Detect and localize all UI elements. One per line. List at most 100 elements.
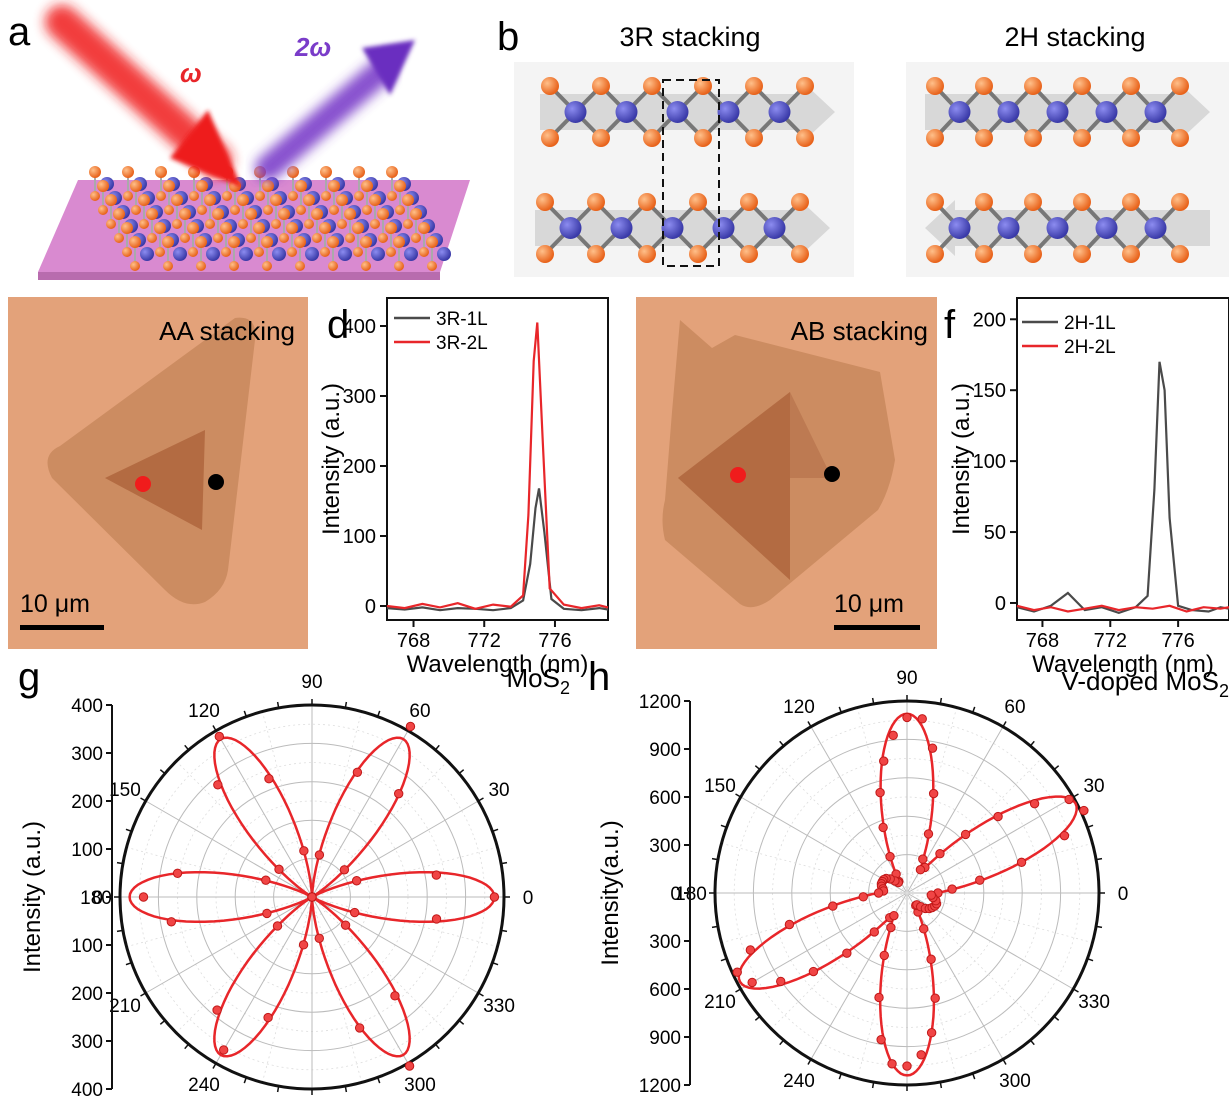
sulfur-atom xyxy=(212,208,224,220)
sulfur-atom xyxy=(426,236,438,248)
sulfur-atom xyxy=(592,129,610,147)
y-axis-label: Intensity (a.u.) xyxy=(318,383,345,535)
molybdenum-atom xyxy=(717,101,740,123)
sulfur-atom xyxy=(427,261,437,271)
sulfur-atom xyxy=(295,180,307,192)
monolayer-marker xyxy=(208,474,224,490)
scale-bar-e xyxy=(834,625,920,630)
sulfur-atom xyxy=(138,194,150,206)
sulfur-atom xyxy=(237,194,249,206)
data-point xyxy=(993,811,1003,822)
angle-tick xyxy=(807,1058,812,1065)
data-point xyxy=(869,927,879,937)
sulfur-atom xyxy=(1171,129,1189,147)
sulfur-atom xyxy=(362,205,372,215)
data-point xyxy=(902,1061,912,1071)
molybdenum-atom xyxy=(305,247,319,261)
molybdenum-atom xyxy=(997,217,1020,239)
x-axis-label: Wavelength (nm) xyxy=(407,651,589,678)
data-point xyxy=(1059,830,1070,841)
angle-label: 0 xyxy=(1118,884,1129,905)
data-point xyxy=(916,1050,926,1060)
angle-label: 240 xyxy=(783,1071,815,1092)
sulfur-atom xyxy=(394,180,406,192)
bilayer-region xyxy=(105,430,205,530)
radial-tick-label: 300 xyxy=(71,1032,103,1053)
stacking-lattices xyxy=(535,77,1210,263)
grid-spoke xyxy=(740,892,908,990)
sulfur-atom xyxy=(172,219,182,229)
sulfur-atom xyxy=(312,233,322,243)
grid-spoke xyxy=(906,796,1074,894)
molybdenum-atom xyxy=(768,101,791,123)
data-point xyxy=(876,1034,886,1045)
panel-letter-f: f xyxy=(944,303,956,347)
angle-tick xyxy=(1087,824,1094,829)
sulfur-atom xyxy=(155,247,165,257)
sulfur-atom xyxy=(319,222,331,234)
grid-spoke xyxy=(145,896,313,994)
sulfur-atom xyxy=(131,205,141,215)
sulfur-atom xyxy=(114,233,124,243)
two-omega-label: 2ω xyxy=(294,32,331,62)
sulfur-atom xyxy=(1024,129,1042,147)
sulfur-atom xyxy=(694,77,712,95)
sulfur-atom xyxy=(541,129,559,147)
angle-tick xyxy=(807,721,812,728)
sulfur-atom xyxy=(1171,77,1189,95)
sulfur-atom xyxy=(329,205,339,215)
data-point xyxy=(272,921,283,931)
grid-spoke xyxy=(311,896,479,994)
data-point xyxy=(1064,794,1074,805)
series-line-2H-1L xyxy=(1016,361,1229,615)
angle-tick xyxy=(1072,793,1079,798)
sulfur-atom xyxy=(745,129,763,147)
sulfur-atom xyxy=(304,219,314,229)
data-point xyxy=(299,846,309,856)
sulfur-atom xyxy=(147,233,157,243)
series-line-2H-2L xyxy=(1016,604,1229,613)
sulfur-atom xyxy=(1024,245,1042,263)
angle-tick xyxy=(711,857,719,861)
angle-label: 240 xyxy=(188,1075,220,1096)
radial-tick-label: 300 xyxy=(71,744,103,765)
data-point xyxy=(166,917,177,927)
sulfur-atom xyxy=(1073,245,1091,263)
panel-c-optical-image: AA stacking 10 μm xyxy=(8,297,308,649)
molybdenum-atom xyxy=(564,101,587,123)
data-point xyxy=(918,854,928,864)
y-tick-label: 0 xyxy=(365,596,376,618)
sulfur-atom xyxy=(791,193,809,211)
grid-spoke xyxy=(215,896,313,1064)
sulfur-atom xyxy=(279,233,289,243)
sulfur-atom xyxy=(122,247,132,257)
molybdenum-atom xyxy=(338,247,352,261)
sulfur-atom xyxy=(270,194,282,206)
angle-label: 330 xyxy=(483,996,515,1017)
sulfur-atom xyxy=(1073,193,1091,211)
data-point xyxy=(926,890,937,900)
sulfur-atom xyxy=(294,236,306,248)
minor-spoke xyxy=(906,842,1093,894)
sulfur-atom xyxy=(278,208,290,220)
molybdenum-atom xyxy=(272,247,286,261)
sulfur-atom xyxy=(975,129,993,147)
data-point xyxy=(947,884,957,894)
sulfur-atom xyxy=(745,77,763,95)
angle-tick xyxy=(500,929,508,933)
angle-label: 210 xyxy=(109,996,141,1017)
data-point xyxy=(298,940,309,950)
sulfur-atom xyxy=(164,205,174,215)
sulfur-atom xyxy=(156,191,166,201)
sulfur-atom xyxy=(926,245,944,263)
data-point xyxy=(928,788,939,799)
minor-spoke xyxy=(721,892,908,944)
sulfur-atom xyxy=(377,208,389,220)
sulfur-atom xyxy=(402,194,414,206)
data-point xyxy=(927,743,938,753)
sulfur-atom xyxy=(113,208,125,220)
molybdenum-atom xyxy=(661,217,684,239)
sulfur-atom xyxy=(271,219,281,229)
y-tick-label: 50 xyxy=(984,522,1006,544)
data-point xyxy=(885,851,895,862)
